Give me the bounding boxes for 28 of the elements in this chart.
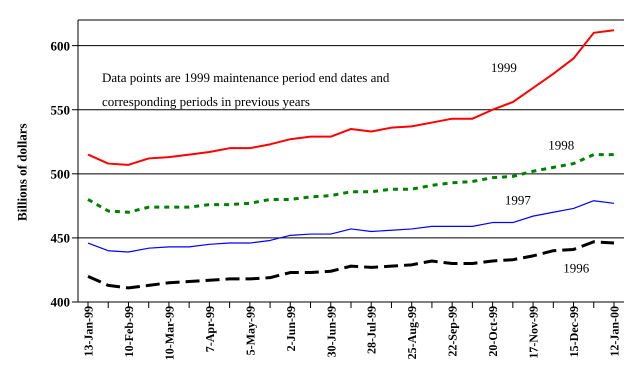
x-tick-label: 10-Mar-99 — [162, 306, 176, 360]
y-tick-label: 500 — [50, 166, 70, 182]
x-tick-label: 22-Sep-99 — [446, 306, 460, 357]
x-tick-label: 28-Jul-99 — [364, 306, 379, 354]
annotation: Data points are 1999 maintenance period end dates and corresponding periods in previous years — [101, 69, 390, 111]
y-axis-title: Billions of dollars — [14, 123, 30, 221]
x-tick-label: 5-May-99 — [243, 306, 258, 356]
x-tick-label: 10-Feb-99 — [122, 306, 136, 358]
series-label: 1996 — [563, 260, 590, 276]
x-tick-label: 12-Jan-00 — [608, 306, 622, 357]
x-tick-label: 7-Apr-99 — [202, 306, 217, 352]
y-tick-label: 400 — [50, 294, 70, 310]
y-tick-label: 450 — [50, 230, 70, 246]
x-tick-label: 17-Nov-99 — [526, 306, 541, 359]
y-tick-label: 600 — [50, 38, 70, 54]
line-series — [86, 240, 616, 290]
x-tick-label: 20-Oct-99 — [486, 306, 500, 357]
y-tick-label: 550 — [50, 102, 70, 118]
series-label: 1998 — [548, 137, 574, 152]
x-tick-label: 15-Dec-99 — [567, 306, 582, 358]
line-series — [87, 29, 615, 166]
x-tick-label: 2-Jun-99 — [284, 306, 298, 352]
series-label: 1997 — [504, 192, 532, 208]
x-tick-label: 13-Jan-99 — [82, 306, 96, 357]
series-label: 1999 — [490, 60, 517, 76]
x-tick-label: 30-Jun-99 — [324, 306, 338, 358]
line-series — [86, 153, 616, 214]
x-tick-label: 25-Aug-99 — [405, 306, 420, 360]
